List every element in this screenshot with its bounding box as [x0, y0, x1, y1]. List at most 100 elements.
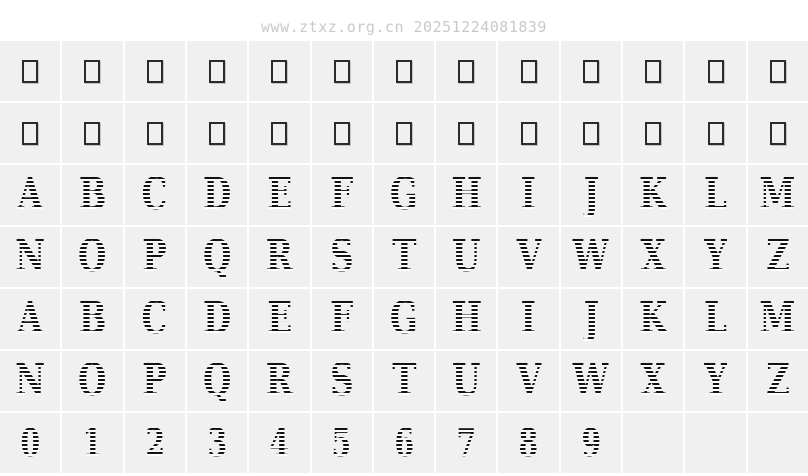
striped-glyph-W: W	[572, 231, 610, 282]
glyph-cell-r5-c7: G	[373, 289, 435, 349]
glyph-cell-r1-c2	[62, 41, 123, 101]
striped-glyph-N: N	[15, 231, 46, 282]
striped-glyph-P: P	[142, 355, 168, 406]
glyph-cell-r5-c5: E	[249, 289, 310, 349]
missing-glyph-box	[209, 121, 226, 145]
striped-glyph-M: M	[759, 293, 796, 344]
striped-glyph-J: J	[583, 293, 599, 344]
missing-glyph-box	[645, 121, 662, 145]
missing-glyph-box	[209, 59, 226, 83]
glyph-cell-r7-c9: 8	[498, 413, 559, 473]
glyph-cell-r6-c10: W	[560, 351, 622, 411]
missing-glyph-box	[84, 121, 101, 145]
striped-glyph-H: H	[450, 293, 482, 344]
glyph-cell-r2-c13	[747, 103, 808, 163]
glyph-cell-r7-c5: 4	[249, 413, 310, 473]
striped-glyph-R: R	[265, 231, 293, 282]
striped-glyph-H: H	[450, 169, 482, 220]
glyph-cell-r3-c6: F	[311, 165, 372, 225]
striped-glyph-X: X	[640, 355, 666, 406]
watermark-band: www.ztxz.org.cn 20251224081839	[0, 0, 808, 41]
missing-glyph-box	[395, 121, 412, 145]
glyph-cell-r6-c9: V	[498, 351, 559, 411]
glyph-cell-r2-c8	[436, 103, 497, 163]
striped-glyph-G: G	[390, 293, 418, 344]
glyph-cell-r6-c1: N	[0, 351, 61, 411]
striped-glyph-O: O	[78, 355, 107, 406]
glyph-cell-r6-c2: O	[62, 351, 123, 411]
missing-glyph-box	[22, 59, 39, 83]
glyph-cell-r7-c12	[685, 413, 746, 473]
glyph-cell-r3-c9: I	[498, 165, 559, 225]
glyph-cell-r3-c11: K	[623, 165, 684, 225]
missing-glyph-box	[707, 121, 724, 145]
missing-glyph-box	[146, 59, 163, 83]
glyph-cell-r1-c11	[623, 41, 684, 101]
glyph-cell-r5-c12: L	[685, 289, 746, 349]
glyph-cell-r7-c4: 3	[186, 413, 248, 473]
glyph-cell-r4-c9: V	[498, 227, 559, 287]
glyph-cell-r2-c3	[124, 103, 185, 163]
glyph-cell-r3-c12: L	[685, 165, 746, 225]
striped-glyph-2: 2	[144, 420, 165, 465]
striped-glyph-3: 3	[207, 420, 227, 465]
missing-glyph-box	[22, 121, 39, 145]
striped-glyph-U: U	[452, 231, 481, 282]
missing-glyph-box	[458, 59, 475, 83]
missing-glyph-box	[769, 121, 786, 145]
glyph-cell-r6-c6: S	[311, 351, 372, 411]
glyph-cell-r5-c9: I	[498, 289, 559, 349]
striped-glyph-4: 4	[269, 420, 290, 465]
glyph-cell-r4-c8: U	[436, 227, 497, 287]
glyph-cell-r2-c10	[560, 103, 622, 163]
glyph-cell-r2-c12	[685, 103, 746, 163]
glyph-cell-r4-c10: W	[560, 227, 622, 287]
glyph-cell-r7-c3: 2	[124, 413, 185, 473]
striped-glyph-S: S	[329, 231, 354, 282]
striped-glyph-E: E	[266, 293, 292, 344]
striped-glyph-K: K	[639, 169, 668, 220]
glyph-cell-r3-c2: B	[62, 165, 123, 225]
glyph-cell-r4-c12: Y	[685, 227, 746, 287]
glyph-cell-r5-c10: J	[560, 289, 622, 349]
striped-glyph-Y: Y	[703, 231, 728, 282]
glyph-cell-r7-c6: 5	[311, 413, 372, 473]
glyph-cell-r5-c11: K	[623, 289, 684, 349]
glyph-cell-r7-c8: 7	[436, 413, 497, 473]
glyph-cell-r3-c5: E	[249, 165, 310, 225]
glyph-cell-r7-c2: 1	[62, 413, 123, 473]
glyph-cell-r4-c13: Z	[747, 227, 808, 287]
glyph-cell-r3-c7: G	[373, 165, 435, 225]
glyph-cell-r6-c12: Y	[685, 351, 746, 411]
glyph-cell-r2-c6	[311, 103, 372, 163]
striped-glyph-U: U	[452, 355, 481, 406]
striped-glyph-I: I	[520, 293, 537, 344]
glyph-cell-r1-c10	[560, 41, 622, 101]
glyph-cell-r1-c5	[249, 41, 310, 101]
glyph-cell-r4-c6: S	[311, 227, 372, 287]
glyph-cell-r4-c11: X	[623, 227, 684, 287]
striped-glyph-C: C	[141, 169, 168, 220]
striped-glyph-Q: Q	[202, 231, 232, 282]
striped-glyph-T: T	[391, 231, 417, 282]
missing-glyph-box	[769, 59, 786, 83]
glyph-cell-r2-c5	[249, 103, 310, 163]
striped-glyph-7: 7	[456, 420, 477, 465]
missing-glyph-box	[707, 59, 724, 83]
glyph-cell-r3-c1: A	[0, 165, 61, 225]
striped-glyph-R: R	[265, 355, 293, 406]
glyph-cell-r3-c10: J	[560, 165, 622, 225]
striped-glyph-O: O	[78, 231, 107, 282]
striped-glyph-0: 0	[20, 420, 40, 465]
glyph-cell-r1-c3	[124, 41, 185, 101]
glyph-cell-r3-c3: C	[124, 165, 185, 225]
glyph-cell-r6-c11: X	[623, 351, 684, 411]
glyph-cell-r5-c1: A	[0, 289, 61, 349]
striped-glyph-C: C	[141, 293, 168, 344]
glyph-cell-r5-c13: M	[747, 289, 808, 349]
striped-glyph-L: L	[704, 293, 727, 344]
glyph-cell-r2-c11	[623, 103, 684, 163]
striped-glyph-6: 6	[394, 420, 414, 465]
striped-glyph-Z: Z	[765, 231, 790, 282]
